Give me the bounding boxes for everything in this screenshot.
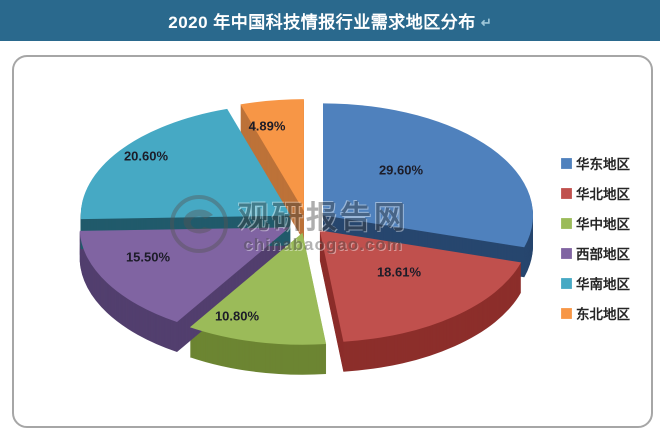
legend-item-0: 华东地区 — [561, 148, 630, 178]
legend-item-label: 华中地区 — [576, 217, 630, 232]
legend-item-3: 西部地区 — [561, 238, 630, 268]
legend-item-1: 华北地区 — [561, 178, 630, 208]
legend-swatch — [561, 247, 572, 259]
legend-swatch — [561, 277, 572, 289]
legend-swatch — [561, 157, 572, 169]
chart-legend: 华东地区华北地区华中地区西部地区华南地区东北地区 — [561, 148, 630, 328]
header-bar: 2020 年中国科技情报行业需求地区分布 ↵ — [0, 0, 660, 41]
legend-item-label: 西部地区 — [576, 247, 630, 262]
legend-item-label: 华东地区 — [576, 157, 630, 172]
legend-item-4: 华南地区 — [561, 268, 630, 298]
chart-panel — [12, 55, 653, 428]
legend-item-2: 华中地区 — [561, 208, 630, 238]
legend-swatch — [561, 217, 572, 229]
chart-title: 2020 年中国科技情报行业需求地区分布 — [168, 13, 476, 32]
legend-item-label: 东北地区 — [576, 307, 630, 322]
legend-item-label: 华南地区 — [576, 277, 630, 292]
return-mark-icon: ↵ — [480, 14, 492, 30]
legend-swatch — [561, 187, 572, 199]
legend-item-5: 东北地区 — [561, 298, 630, 328]
legend-swatch — [561, 307, 572, 319]
legend-item-label: 华北地区 — [576, 187, 630, 202]
